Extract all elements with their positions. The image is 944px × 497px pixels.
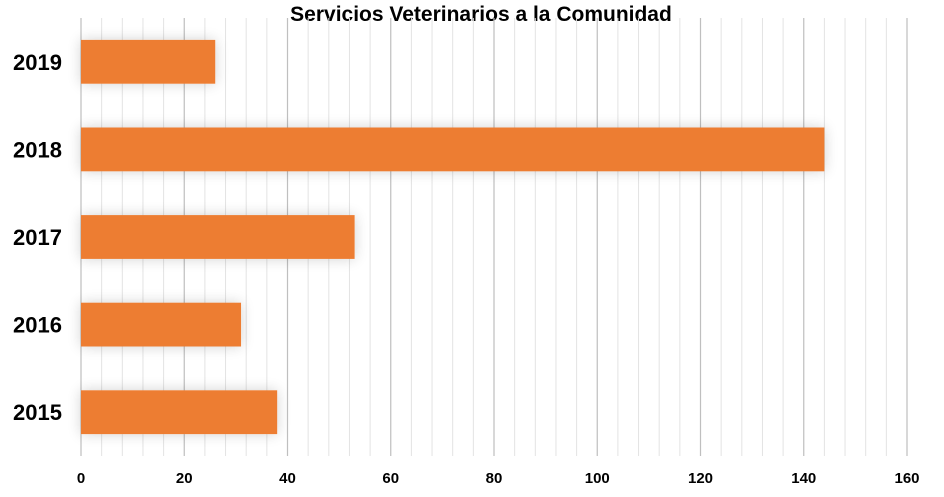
x-tick-label-160: 160 xyxy=(894,470,919,487)
category-label-2016: 2016 xyxy=(13,313,62,338)
x-tick-label-140: 140 xyxy=(791,470,816,487)
bar-2015 xyxy=(81,390,278,435)
category-labels: 2019 2018 2017 2016 2015 xyxy=(13,50,62,425)
x-tick-label-120: 120 xyxy=(688,470,713,487)
category-label-2015: 2015 xyxy=(13,400,62,425)
bar-2016 xyxy=(81,302,242,347)
chart-title: Servicios Veterinarios a la Comunidad xyxy=(290,3,672,26)
x-tick-label-80: 80 xyxy=(486,470,503,487)
category-label-2019: 2019 xyxy=(13,50,62,75)
x-tick-label-100: 100 xyxy=(585,470,610,487)
bars xyxy=(81,39,825,435)
x-tick-label-20: 20 xyxy=(176,470,193,487)
x-tick-label-60: 60 xyxy=(382,470,399,487)
bar-2019 xyxy=(81,39,216,84)
bar-2018 xyxy=(81,127,825,172)
category-label-2017: 2017 xyxy=(13,225,62,250)
bar-2017 xyxy=(81,215,355,259)
x-axis-tick-labels: 0 20 40 60 80 100 120 140 160 xyxy=(77,470,920,487)
x-tick-label-40: 40 xyxy=(279,470,296,487)
x-tick-label-0: 0 xyxy=(77,470,85,487)
category-label-2018: 2018 xyxy=(13,137,62,162)
